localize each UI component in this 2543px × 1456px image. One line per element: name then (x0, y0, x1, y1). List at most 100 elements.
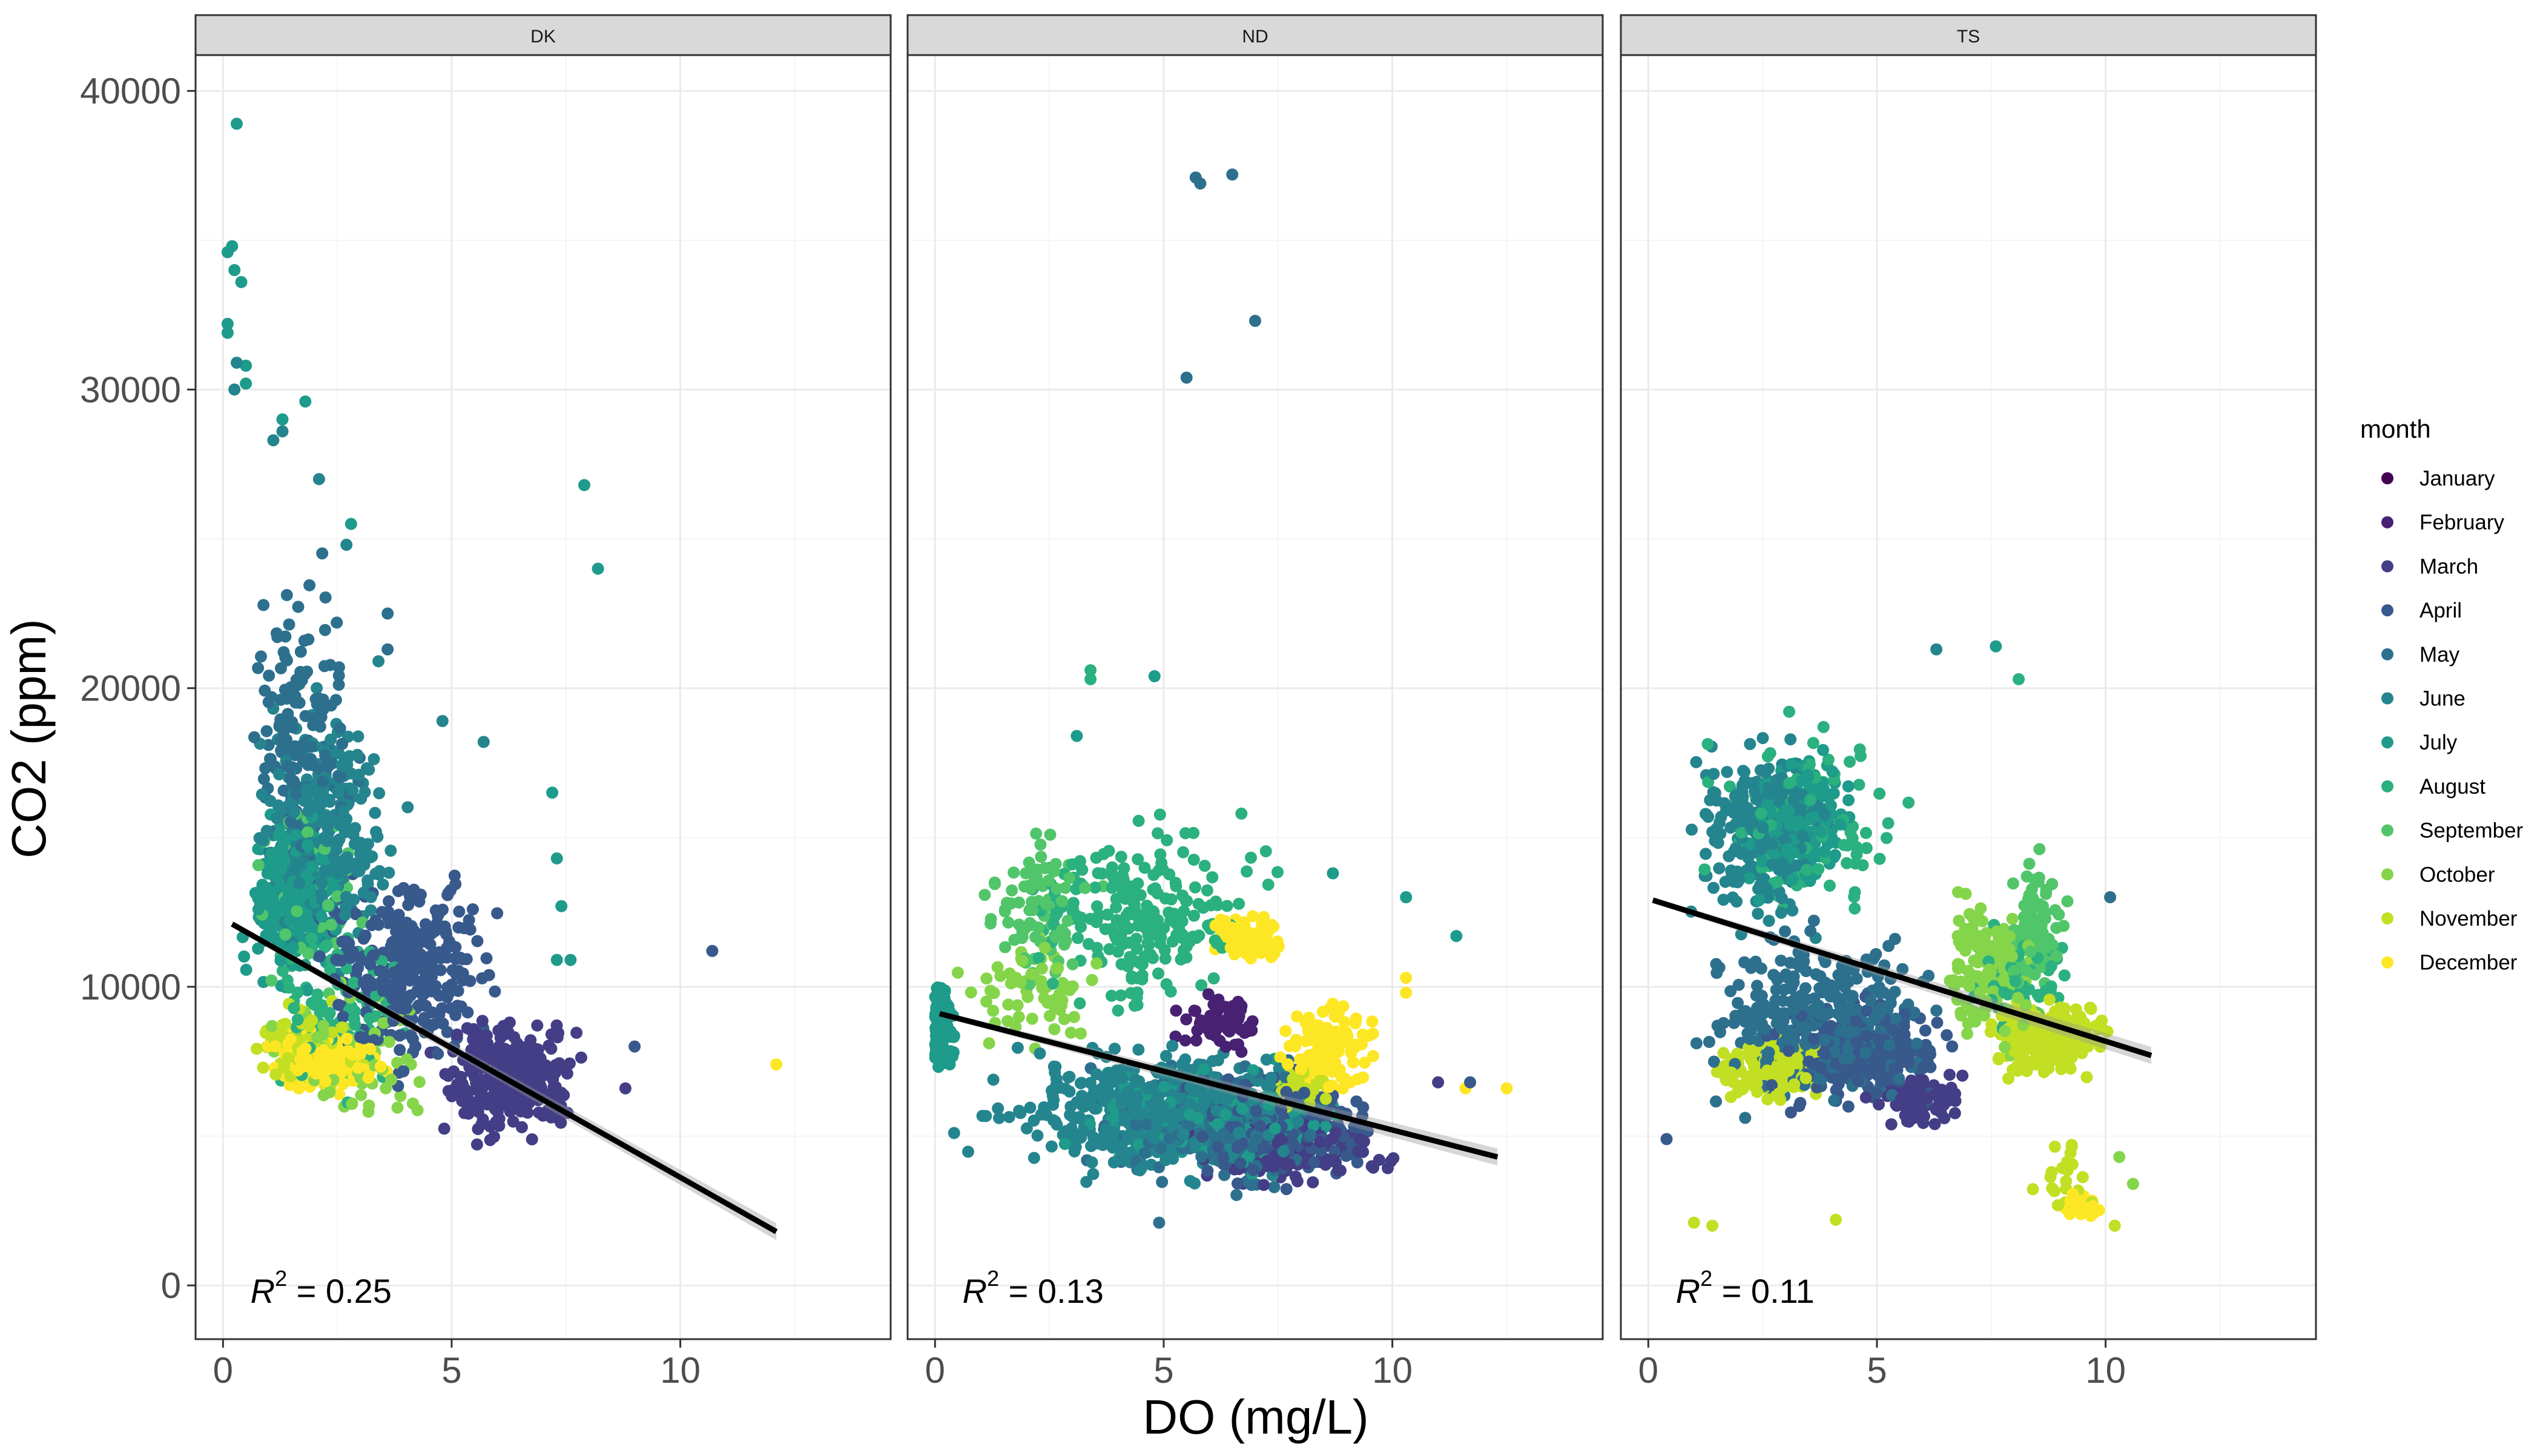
data-point (1325, 1155, 1337, 1167)
data-point (478, 736, 490, 748)
data-point (558, 1089, 570, 1101)
data-point (435, 964, 447, 977)
data-point (303, 579, 315, 591)
data-point (1044, 829, 1057, 841)
data-point (1026, 968, 1038, 980)
data-point (1331, 1026, 1343, 1038)
data-point (1500, 1082, 1512, 1095)
data-point (1163, 906, 1175, 918)
data-point (1291, 1010, 1303, 1023)
data-point (1708, 1056, 1720, 1068)
data-point (1107, 1134, 1120, 1146)
data-point (1243, 1020, 1255, 1032)
data-point (272, 799, 285, 811)
data-point (1304, 1129, 1316, 1141)
data-point (288, 1002, 300, 1014)
data-point (302, 915, 314, 927)
data-point (1090, 852, 1103, 864)
r-squared-label: R2 = 0.25 (251, 1266, 392, 1310)
data-point (999, 905, 1011, 917)
data-point (2046, 1182, 2058, 1194)
data-point (1157, 863, 1169, 875)
data-point (1075, 921, 1087, 933)
data-point (1048, 1023, 1060, 1035)
data-point (432, 1048, 444, 1060)
data-point (1688, 1217, 1700, 1229)
data-point (1086, 974, 1098, 986)
data-point (228, 383, 240, 395)
data-point (1154, 848, 1166, 860)
data-point (261, 825, 273, 837)
data-point (441, 889, 454, 901)
data-point (451, 1029, 463, 1041)
data-point (1111, 1071, 1123, 1083)
data-point (1036, 963, 1048, 975)
data-point (1235, 1158, 1247, 1170)
data-point (300, 710, 312, 722)
data-point (1063, 1071, 1075, 1083)
data-point (397, 1066, 409, 1078)
data-point (410, 960, 422, 972)
data-point (1188, 854, 1200, 866)
data-point (531, 1020, 543, 1032)
data-point (1072, 911, 1084, 923)
data-point (369, 807, 381, 819)
data-point (1262, 878, 1275, 891)
data-point (450, 953, 462, 965)
data-point (1210, 895, 1222, 908)
data-point (403, 887, 415, 899)
data-point (381, 644, 394, 656)
data-point (495, 1032, 507, 1044)
data-point (248, 731, 260, 743)
data-point (1100, 923, 1112, 935)
data-point (490, 1117, 502, 1129)
data-point (292, 601, 305, 613)
data-point (420, 973, 432, 986)
data-point (453, 906, 465, 918)
data-point (1400, 987, 1412, 999)
data-point (1902, 797, 1915, 809)
data-point (1282, 1058, 1294, 1070)
data-point (1700, 848, 1712, 860)
data-point (383, 1036, 395, 1048)
data-point (1818, 721, 1830, 733)
data-point (1330, 1046, 1342, 1058)
data-point (238, 950, 250, 963)
data-point (1051, 963, 1063, 975)
data-point (1064, 1109, 1076, 1121)
data-point (1100, 1123, 1112, 1135)
data-point (1400, 891, 1412, 903)
data-point (1261, 1053, 1273, 1066)
data-point (1187, 827, 1199, 839)
data-point (936, 1044, 948, 1056)
data-point (240, 378, 252, 390)
data-point (1324, 1002, 1336, 1014)
data-point (1154, 809, 1166, 821)
data-point (1118, 873, 1130, 885)
data-point (1220, 1093, 1232, 1105)
data-point (441, 981, 454, 993)
data-point (2011, 1065, 2024, 1077)
data-point (345, 952, 357, 964)
data-point (1298, 1087, 1310, 1099)
data-point (277, 840, 289, 852)
data-point (358, 858, 371, 871)
data-point (1307, 1176, 1319, 1188)
data-point (1212, 1054, 1224, 1066)
data-point (1047, 1094, 1060, 1106)
data-point (1028, 1152, 1040, 1164)
data-point (1132, 853, 1144, 865)
data-point (314, 720, 326, 733)
data-point (2049, 1141, 2061, 1153)
data-point (311, 1031, 323, 1043)
data-point (1193, 898, 1205, 910)
data-point (397, 990, 409, 1003)
data-point (983, 1037, 995, 1049)
data-point (1236, 1102, 1248, 1115)
data-point (1078, 1101, 1090, 1113)
data-point (1268, 1181, 1281, 1193)
data-point (1385, 1155, 1397, 1167)
data-point (932, 1018, 944, 1030)
data-point (266, 891, 279, 903)
data-point (1075, 1027, 1087, 1039)
